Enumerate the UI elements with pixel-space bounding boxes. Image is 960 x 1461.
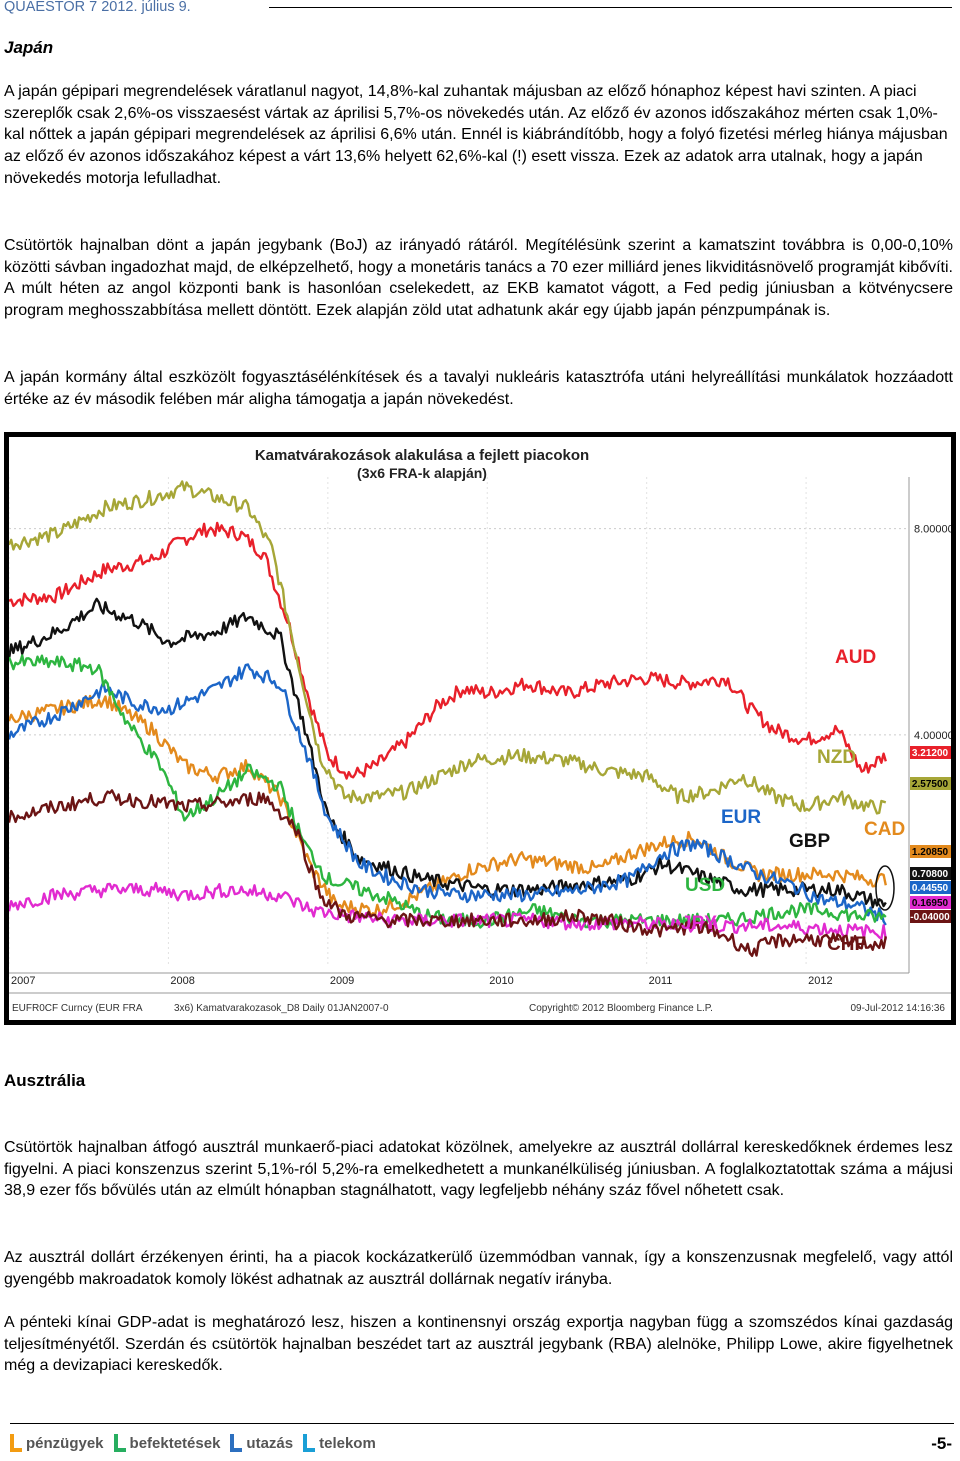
chart-frame: Kamatvárakozások alakulása a fejlett pia… xyxy=(4,432,956,1025)
footer-logo-text: befektetések xyxy=(129,1434,221,1452)
end-value-label: 3.21200 xyxy=(912,748,949,759)
series-line-gbp xyxy=(7,597,887,909)
y-tick-label: 8.00000 xyxy=(914,524,951,536)
y-tick-label: 4.00000 xyxy=(914,730,951,742)
end-value-label: 0.44550 xyxy=(912,883,949,894)
end-value-label: 0.70800 xyxy=(912,869,949,880)
series-line-aud xyxy=(8,521,887,780)
footer-logo-strip: pénzügyek befektetések utazás telekom xyxy=(10,1430,382,1456)
footer-logo-mark xyxy=(303,1434,316,1452)
series-label-usd: USD xyxy=(685,875,725,896)
end-value-label: -0.04000 xyxy=(910,912,950,923)
end-value-label: 2.57500 xyxy=(912,779,949,790)
chart-area: Kamatvárakozások alakulása a fejlett pia… xyxy=(7,437,954,1020)
header-rule xyxy=(269,7,952,8)
footer-logo-text: pénzügyek xyxy=(26,1434,104,1452)
footer-logo-mark xyxy=(113,1434,126,1452)
australia-paragraph-2: Az ausztrál dollárt érzékenyen érinti, h… xyxy=(4,1249,953,1288)
series-label-eur: EUR xyxy=(721,807,761,828)
australia-paragraph-3: A pénteki kínai GDP-adat is meghatározó … xyxy=(4,1314,953,1375)
series-label-jpy: JPY xyxy=(681,913,717,934)
end-value-box xyxy=(910,910,951,923)
footer-rule xyxy=(10,1423,954,1424)
series-label-gbp: GBP xyxy=(789,831,831,852)
header-title: QUAESTOR 7 2012. július 9. xyxy=(4,0,191,15)
series-line-eur xyxy=(7,663,887,926)
page-header: QUAESTOR 7 2012. július 9. xyxy=(4,0,956,16)
end-value-box xyxy=(910,867,951,880)
page-number: -5- xyxy=(931,1434,952,1453)
chart-title: Kamatvárakozások alakulása a fejlett pia… xyxy=(255,447,589,464)
australia-paragraph-1: Csütörtök hajnalban átfogó ausztrál munk… xyxy=(4,1139,953,1200)
series-label-cad: CAD xyxy=(864,819,905,840)
series-line-cad xyxy=(7,694,887,918)
japan-paragraph-2: Csütörtök hajnalban dönt a japán jegyban… xyxy=(4,237,953,320)
highlight-ellipse xyxy=(875,865,895,911)
series-label-aud: AUD xyxy=(835,647,876,668)
x-tick-label: 2008 xyxy=(170,975,194,987)
x-tick-label: 2011 xyxy=(649,975,673,987)
end-value-box xyxy=(910,746,951,759)
end-value-label: 1.20850 xyxy=(912,847,949,858)
end-value-box xyxy=(910,777,951,790)
footer-logo-mark xyxy=(10,1434,22,1452)
series-line-nzd xyxy=(7,480,887,815)
series-label-chf: CHF xyxy=(827,934,866,955)
x-tick-label: 2010 xyxy=(489,975,513,987)
japan-paragraph-3: A japán kormány által eszközölt fogyaszt… xyxy=(4,369,953,408)
end-value-box xyxy=(910,881,951,894)
end-value-label: 0.16950 xyxy=(912,898,949,909)
series-line-jpy xyxy=(7,881,887,940)
chart-subtitle: (3x6 FRA-k alapján) xyxy=(357,465,487,481)
series-line-chf xyxy=(7,789,887,957)
chart-footer-copyright: Copyright© 2012 Bloomberg Finance L.P. xyxy=(529,1003,713,1014)
x-tick-label: 2009 xyxy=(330,975,354,987)
footer-logo-mark xyxy=(230,1434,243,1452)
x-tick-label: 2007 xyxy=(11,975,35,987)
rate-expectations-chart: Kamatvárakozások alakulása a fejlett pia… xyxy=(7,447,954,1014)
end-value-box xyxy=(910,896,951,909)
section-heading-japan: Japán xyxy=(4,38,54,57)
chart-footer-date: 09-Jul-2012 14:16:36 xyxy=(850,1003,945,1014)
x-tick-label: 2012 xyxy=(808,975,832,987)
section-heading-australia: Ausztrália xyxy=(4,1071,86,1090)
footer-logo-text: telekom xyxy=(319,1434,376,1452)
series-label-nzd: NZD xyxy=(817,747,856,768)
footer-logo-text: utazás xyxy=(246,1434,294,1452)
end-value-box xyxy=(910,845,951,858)
japan-paragraph-1: A japán gépipari megrendelések váratlanu… xyxy=(4,83,948,187)
chart-footer-series: 3x6) Kamatvarakozasok_D8 Daily 01JAN2007… xyxy=(174,1003,389,1014)
chart-footer-ticker: EUFR0CF Curncy (EUR FRA xyxy=(12,1003,143,1014)
